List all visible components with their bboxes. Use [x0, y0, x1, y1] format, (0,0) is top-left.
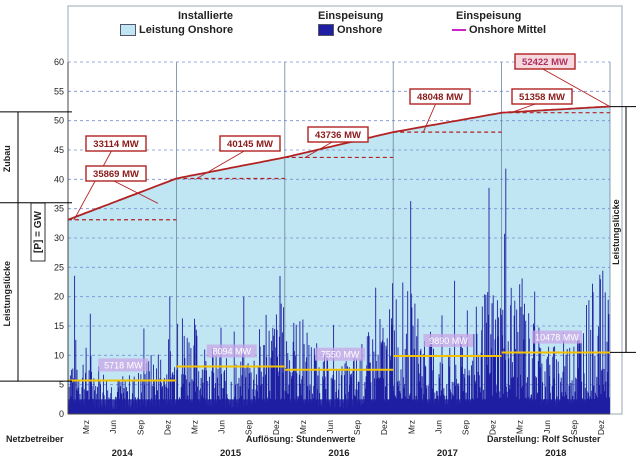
legend-label: Onshore: [337, 24, 383, 36]
x-year-label: 2015: [220, 448, 242, 459]
x-month-label: Mrz: [406, 420, 416, 434]
x-month-label: Sep: [569, 420, 579, 435]
installed-capacity-area: [68, 106, 610, 414]
capacity-label-leader: [73, 149, 113, 221]
y-tick-label: 55: [54, 86, 64, 96]
capacity-label: 33114 MW: [93, 139, 138, 150]
x-month-label: Jun: [217, 420, 227, 434]
x-month-label: Mrz: [189, 420, 199, 434]
x-month-label: Dez: [271, 420, 281, 435]
annotation-zubau: Zubau: [2, 145, 12, 172]
mean-feed-in-label: 8094 MW: [212, 347, 251, 357]
x-month-label: Jun: [325, 420, 335, 434]
x-month-label: Sep: [460, 420, 470, 435]
x-month-label: Sep: [352, 420, 362, 435]
capacity-label-leader: [540, 67, 611, 107]
y-tick-label: 30: [54, 233, 64, 243]
y-tick-label: 0: [59, 409, 64, 419]
x-month-label: Mrz: [298, 420, 308, 434]
x-year-label: 2018: [545, 448, 566, 459]
credit-resolution: Auflösung: Stundenwerte: [246, 434, 356, 444]
y-tick-label: 45: [54, 145, 64, 155]
mean-feed-in-label-bg: [206, 344, 257, 358]
capacity-label-box: [514, 53, 576, 70]
credit-source: Netzbetreiber: [6, 434, 64, 444]
x-month-label: Mrz: [515, 420, 525, 434]
x-month-label: Dez: [596, 420, 606, 435]
y-axis: 0 5 10 15 20 25 30 35 40 45 50 55 60: [54, 57, 69, 419]
capacity-label-box: [409, 88, 471, 105]
legend-title: Einspeisung: [456, 10, 522, 22]
capacity-label-box: [307, 126, 369, 143]
annotations: Zubau Leistungslücke Leistungslücke: [0, 106, 636, 382]
y-tick-label: 15: [54, 321, 64, 331]
feed-in-base-band: [68, 399, 610, 414]
mean-feed-in-label-bg: [423, 333, 474, 347]
x-year-label: 2016: [328, 448, 349, 459]
x-axis: Mrz Jun Sep Dez 2014 Mrz Jun Sep Dez 2015 Mrz Jun Se…: [68, 413, 610, 459]
legend-swatch: [120, 24, 136, 37]
credit-author: Darstellung: Rolf Schuster: [487, 434, 601, 444]
legend-title: Installierte: [178, 10, 234, 22]
legend-entry: Leistung Onshore: [120, 24, 234, 37]
capacity-label-leader: [111, 179, 159, 204]
capacity-label: 43736 MW: [315, 130, 361, 141]
y-tick-label: 20: [54, 292, 64, 302]
y-tick-label: 35: [54, 204, 64, 214]
legend-label: Onshore Mittel: [469, 24, 547, 36]
y-unit-text: [P] = GW: [33, 210, 44, 253]
capacity-label-leader: [304, 140, 335, 159]
legend-label: Leistung Onshore: [139, 24, 234, 36]
mean-feed-in-label-bg: [531, 330, 582, 344]
annotation-gap-right: Leistungslücke: [611, 199, 621, 265]
capacity-label: 52422 MW: [522, 57, 568, 68]
x-month-label: Dez: [162, 420, 172, 435]
y-tick-label: 25: [54, 262, 64, 272]
capacity-label-box: [219, 135, 281, 152]
capacity-label: 48048 MW: [417, 92, 463, 103]
y-tick-label: 40: [54, 174, 64, 184]
mean-feed-in-label: 9890 MW: [429, 336, 468, 346]
y-tick-label: 60: [54, 57, 64, 67]
annotation-gap-left: Leistungslücke: [2, 261, 12, 327]
x-month-label: Dez: [488, 420, 498, 435]
y-unit-label: [P] = GW: [30, 202, 46, 262]
x-month-label: Jun: [433, 420, 443, 434]
mean-feed-in-label: 5718 MW: [104, 360, 143, 370]
x-month-label: Jun: [542, 420, 552, 434]
capacity-label-leader: [422, 102, 437, 133]
legend-swatch: [318, 24, 334, 37]
capacity-label: 35869 MW: [93, 169, 139, 180]
capacity-label-box: [511, 88, 573, 105]
x-month-label: Mrz: [81, 420, 91, 434]
capacity-label-box: [85, 135, 147, 152]
y-tick-label: 50: [54, 116, 64, 126]
legend-entry: Onshore Mittel: [452, 24, 546, 36]
x-year-label: 2014: [112, 448, 134, 459]
legend-title: Einspeisung: [318, 10, 384, 22]
capacity-label: 51358 MW: [519, 92, 565, 103]
installed-capacity-line: [67, 105, 611, 221]
capacity-label-leader: [196, 149, 247, 180]
legend-entry: Onshore: [318, 24, 383, 37]
x-month-label: Sep: [244, 420, 254, 435]
mean-feed-in-label: 7550 MW: [321, 350, 360, 360]
y-tick-label: 10: [54, 350, 64, 360]
x-month-label: Dez: [379, 420, 389, 435]
y-tick-label: 5: [59, 380, 64, 390]
x-month-label: Jun: [108, 420, 118, 434]
capacity-label-box: [85, 165, 147, 182]
mean-feed-in-label: 10478 MW: [535, 333, 579, 343]
capacity-label: 40145 MW: [227, 139, 273, 150]
x-year-label: 2017: [437, 448, 458, 459]
x-month-label: Sep: [135, 420, 145, 435]
mean-feed-in-label-bg: [315, 347, 366, 361]
legend-swatch: [452, 29, 466, 32]
mean-feed-in-label-bg: [98, 358, 149, 372]
